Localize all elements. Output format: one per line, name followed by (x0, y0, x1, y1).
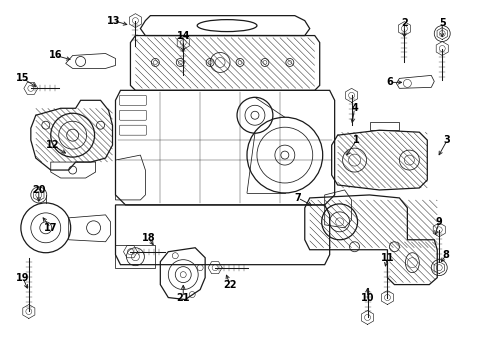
Text: 7: 7 (294, 193, 301, 203)
Text: 1: 1 (352, 135, 359, 145)
Text: 12: 12 (46, 140, 60, 150)
Text: 11: 11 (380, 253, 393, 263)
Text: 19: 19 (16, 273, 30, 283)
Text: 3: 3 (443, 135, 449, 145)
Text: 21: 21 (176, 293, 190, 302)
Text: 5: 5 (438, 18, 445, 28)
Text: 18: 18 (141, 233, 155, 243)
Text: 2: 2 (400, 18, 407, 28)
Text: 4: 4 (350, 103, 357, 113)
Text: 17: 17 (44, 223, 58, 233)
Text: 16: 16 (49, 50, 62, 60)
Text: 10: 10 (360, 293, 373, 302)
Text: 14: 14 (176, 31, 190, 41)
Text: 22: 22 (223, 280, 236, 289)
Text: 9: 9 (435, 217, 442, 227)
Text: 15: 15 (16, 73, 30, 84)
Text: 13: 13 (106, 15, 120, 26)
Text: 6: 6 (385, 77, 392, 87)
Text: 20: 20 (32, 185, 45, 195)
Text: 8: 8 (442, 250, 449, 260)
